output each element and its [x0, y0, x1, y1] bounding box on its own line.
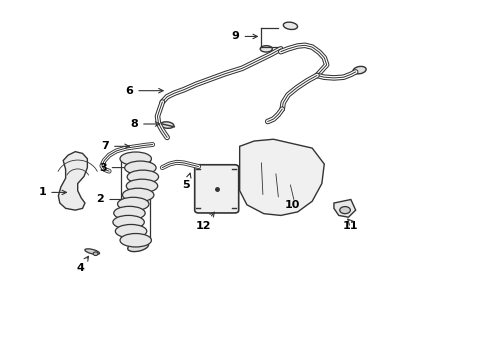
Ellipse shape [93, 252, 98, 256]
FancyBboxPatch shape [194, 165, 238, 213]
Text: 5: 5 [183, 173, 190, 190]
Polygon shape [239, 139, 324, 215]
Text: 1: 1 [39, 188, 66, 197]
Ellipse shape [115, 225, 146, 238]
Ellipse shape [339, 207, 350, 214]
Ellipse shape [117, 197, 149, 211]
Text: 6: 6 [125, 86, 163, 96]
Text: 8: 8 [130, 119, 160, 129]
Text: 2: 2 [96, 194, 143, 204]
Ellipse shape [160, 122, 174, 128]
Text: 10: 10 [285, 200, 300, 210]
Ellipse shape [260, 46, 272, 52]
Ellipse shape [85, 249, 100, 255]
Text: 7: 7 [101, 141, 129, 151]
Polygon shape [58, 152, 87, 210]
Ellipse shape [127, 242, 148, 252]
Ellipse shape [122, 188, 154, 202]
Text: 11: 11 [343, 221, 358, 231]
Text: 4: 4 [76, 256, 88, 273]
Ellipse shape [352, 66, 366, 74]
Ellipse shape [126, 179, 158, 193]
Ellipse shape [127, 170, 158, 184]
Ellipse shape [283, 22, 297, 30]
Ellipse shape [113, 215, 144, 229]
Text: 3: 3 [99, 163, 143, 172]
Ellipse shape [114, 206, 145, 220]
Text: 9: 9 [231, 31, 257, 41]
Ellipse shape [124, 161, 156, 175]
Ellipse shape [120, 234, 151, 247]
Polygon shape [333, 199, 355, 217]
Text: 12: 12 [195, 212, 214, 231]
Ellipse shape [120, 152, 151, 166]
